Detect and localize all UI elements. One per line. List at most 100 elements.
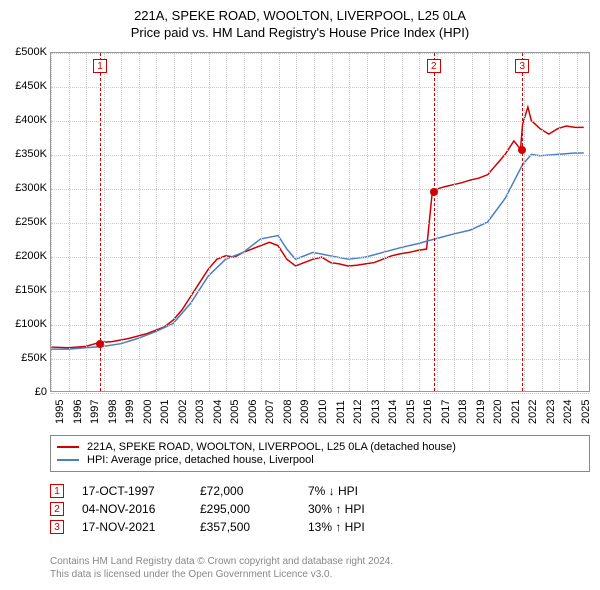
series-line-property [51, 107, 584, 348]
x-tick-label: 2000 [142, 400, 154, 424]
x-tick-label: 2017 [440, 400, 452, 424]
x-tick-label: 2002 [177, 400, 189, 424]
gridline-h [51, 257, 589, 258]
gridline-v [349, 53, 350, 391]
x-tick-label: 1997 [89, 400, 101, 424]
legend-swatch-hpi [57, 459, 79, 461]
x-tick-label: 2001 [159, 400, 171, 424]
footer-line1: Contains HM Land Registry data © Crown c… [50, 555, 393, 568]
chart-plot-area: 1 2 3 [50, 52, 590, 392]
gridline-h [51, 53, 589, 54]
marker-line [522, 53, 523, 391]
sales-diff: 13% ↑ HPI [308, 520, 408, 534]
marker-line [434, 53, 435, 391]
gridline-v [384, 53, 385, 391]
marker-dot [96, 340, 104, 348]
sales-diff: 7% ↓ HPI [308, 484, 408, 498]
gridline-h [51, 155, 589, 156]
gridline-v [209, 53, 210, 391]
title-subtitle: Price paid vs. HM Land Registry's House … [0, 25, 600, 40]
sales-marker: 2 [50, 502, 64, 516]
gridline-v [261, 53, 262, 391]
gridline-v [454, 53, 455, 391]
x-tick-label: 2008 [282, 400, 294, 424]
x-tick-label: 2018 [457, 400, 469, 424]
y-tick-label: £150K [15, 284, 47, 296]
x-tick-label: 2023 [545, 400, 557, 424]
marker-box: 2 [427, 59, 441, 73]
gridline-v [542, 53, 543, 391]
x-tick-label: 2022 [527, 400, 539, 424]
sales-table: 117-OCT-1997£72,0007% ↓ HPI204-NOV-2016£… [50, 480, 408, 538]
x-tick-label: 1998 [107, 400, 119, 424]
gridline-v [156, 53, 157, 391]
legend-row-property: 221A, SPEKE ROAD, WOOLTON, LIVERPOOL, L2… [57, 441, 583, 453]
legend-swatch-property [57, 446, 79, 448]
gridline-v [402, 53, 403, 391]
sales-date: 17-OCT-1997 [82, 484, 182, 498]
legend-label-hpi: HPI: Average price, detached house, Live… [87, 454, 314, 466]
x-tick-label: 2013 [370, 400, 382, 424]
y-tick-label: £0 [35, 386, 47, 398]
marker-box: 1 [93, 59, 107, 73]
x-tick-label: 2025 [580, 400, 592, 424]
gridline-v [174, 53, 175, 391]
x-tick-label: 1996 [72, 400, 84, 424]
sales-date: 04-NOV-2016 [82, 502, 182, 516]
y-tick-label: £400K [15, 114, 47, 126]
series-line-hpi [51, 153, 584, 349]
gridline-v [244, 53, 245, 391]
gridline-v [507, 53, 508, 391]
gridline-v [419, 53, 420, 391]
gridline-v [559, 53, 560, 391]
gridline-h [51, 359, 589, 360]
marker-box: 3 [515, 59, 529, 73]
x-tick-label: 2019 [475, 400, 487, 424]
gridline-v [472, 53, 473, 391]
sales-row: 317-NOV-2021£357,50013% ↑ HPI [50, 520, 408, 534]
gridline-h [51, 393, 589, 394]
gridline-v [577, 53, 578, 391]
x-tick-label: 2016 [422, 400, 434, 424]
y-tick-label: £500K [15, 46, 47, 58]
legend-row-hpi: HPI: Average price, detached house, Live… [57, 454, 583, 466]
y-tick-label: £200K [15, 250, 47, 262]
marker-dot [518, 146, 526, 154]
sales-price: £72,000 [200, 484, 290, 498]
legend-label-property: 221A, SPEKE ROAD, WOOLTON, LIVERPOOL, L2… [87, 441, 456, 453]
y-tick-label: £350K [15, 148, 47, 160]
sales-row: 204-NOV-2016£295,00030% ↑ HPI [50, 502, 408, 516]
y-tick-label: £50K [21, 352, 47, 364]
x-tick-label: 2021 [510, 400, 522, 424]
sales-price: £295,000 [200, 502, 290, 516]
legend: 221A, SPEKE ROAD, WOOLTON, LIVERPOOL, L2… [50, 435, 590, 472]
x-tick-label: 2005 [229, 400, 241, 424]
gridline-v [121, 53, 122, 391]
chart-container: 221A, SPEKE ROAD, WOOLTON, LIVERPOOL, L2… [0, 0, 600, 590]
title-address: 221A, SPEKE ROAD, WOOLTON, LIVERPOOL, L2… [0, 8, 600, 23]
x-tick-label: 2004 [212, 400, 224, 424]
gridline-v [296, 53, 297, 391]
x-tick-label: 2007 [264, 400, 276, 424]
gridline-v [191, 53, 192, 391]
x-tick-label: 2003 [194, 400, 206, 424]
x-tick-label: 2010 [317, 400, 329, 424]
gridline-v [51, 53, 52, 391]
y-tick-label: £450K [15, 80, 47, 92]
gridline-v [524, 53, 525, 391]
gridline-h [51, 121, 589, 122]
y-tick-label: £300K [15, 182, 47, 194]
sales-date: 17-NOV-2021 [82, 520, 182, 534]
sales-marker: 3 [50, 520, 64, 534]
gridline-h [51, 223, 589, 224]
gridline-v [437, 53, 438, 391]
x-tick-label: 1999 [124, 400, 136, 424]
gridline-v [86, 53, 87, 391]
x-tick-label: 2015 [405, 400, 417, 424]
x-tick-label: 2012 [352, 400, 364, 424]
gridline-v [332, 53, 333, 391]
x-tick-label: 2014 [387, 400, 399, 424]
chart-lines-svg [51, 53, 589, 391]
x-tick-label: 2024 [562, 400, 574, 424]
footer-line2: This data is licensed under the Open Gov… [50, 568, 393, 581]
